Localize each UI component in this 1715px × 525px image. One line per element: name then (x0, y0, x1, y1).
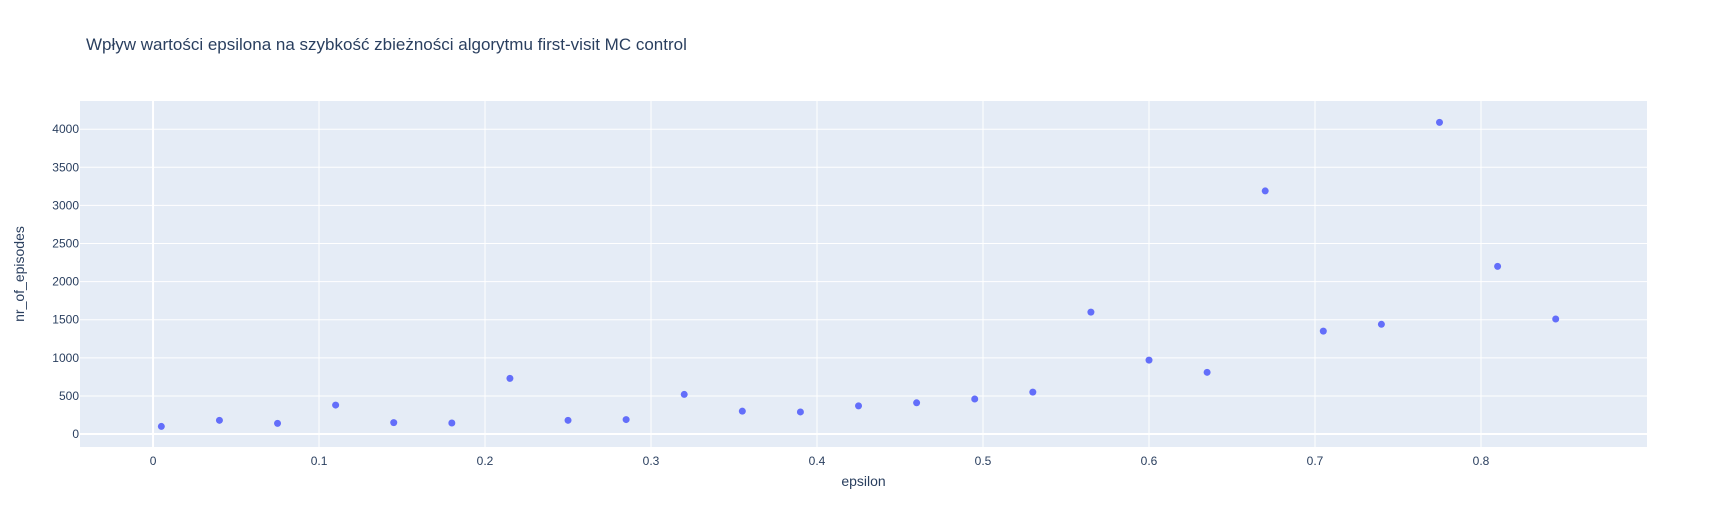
grid-lines (80, 101, 1647, 447)
y-tick-label: 3500 (52, 160, 79, 174)
x-tick-label: 0.3 (643, 454, 660, 468)
chart-title: Wpływ wartości epsilona na szybkość zbie… (86, 35, 687, 54)
data-point[interactable] (1087, 308, 1095, 316)
data-point[interactable] (157, 422, 165, 430)
x-tick-label: 0.1 (311, 454, 328, 468)
data-point[interactable] (1552, 315, 1560, 323)
data-point[interactable] (1029, 388, 1037, 396)
y-tick-label: 1500 (52, 313, 79, 327)
y-tick-label: 2000 (52, 275, 79, 289)
data-point[interactable] (622, 416, 630, 424)
data-point[interactable] (680, 390, 688, 398)
data-points (157, 118, 1560, 430)
x-tick-label: 0.2 (477, 454, 494, 468)
data-point[interactable] (564, 416, 572, 424)
x-axis-title: epsilon (841, 473, 885, 489)
x-tick-label: 0.6 (1141, 454, 1158, 468)
y-tick-label: 0 (72, 427, 79, 441)
data-point[interactable] (332, 401, 340, 409)
data-point[interactable] (913, 399, 921, 407)
y-tick-label: 1000 (52, 351, 79, 365)
y-tick-label: 500 (59, 389, 79, 403)
data-point[interactable] (855, 402, 863, 410)
data-point[interactable] (1203, 368, 1211, 376)
data-point[interactable] (215, 416, 223, 424)
y-tick-label: 2500 (52, 237, 79, 251)
x-tick-label: 0.4 (809, 454, 826, 468)
plot-area (80, 101, 1647, 447)
data-point[interactable] (1319, 327, 1327, 335)
x-tick-label: 0.7 (1307, 454, 1324, 468)
y-tick-label: 3000 (52, 198, 79, 212)
data-point[interactable] (796, 408, 804, 416)
x-tick-label: 0.5 (975, 454, 992, 468)
x-tick-label: 0.8 (1473, 454, 1490, 468)
data-point[interactable] (390, 419, 398, 427)
data-point[interactable] (1377, 320, 1385, 328)
data-point[interactable] (1145, 356, 1153, 364)
data-point[interactable] (971, 395, 979, 403)
y-tick-label: 4000 (52, 122, 79, 136)
data-point[interactable] (274, 419, 282, 427)
data-point[interactable] (738, 407, 746, 415)
x-tick-label: 0 (150, 454, 157, 468)
data-point[interactable] (1494, 262, 1502, 270)
data-point[interactable] (1436, 118, 1444, 126)
data-point[interactable] (448, 419, 456, 427)
tick-labels: 0 0.1 0.2 0.3 0.4 0.5 0.6 0.7 0.8 0 500 1000 1500 200… (52, 122, 1489, 468)
data-point[interactable] (506, 374, 514, 382)
data-point[interactable] (1261, 187, 1269, 195)
y-axis-title: nr_of_episodes (11, 226, 27, 322)
